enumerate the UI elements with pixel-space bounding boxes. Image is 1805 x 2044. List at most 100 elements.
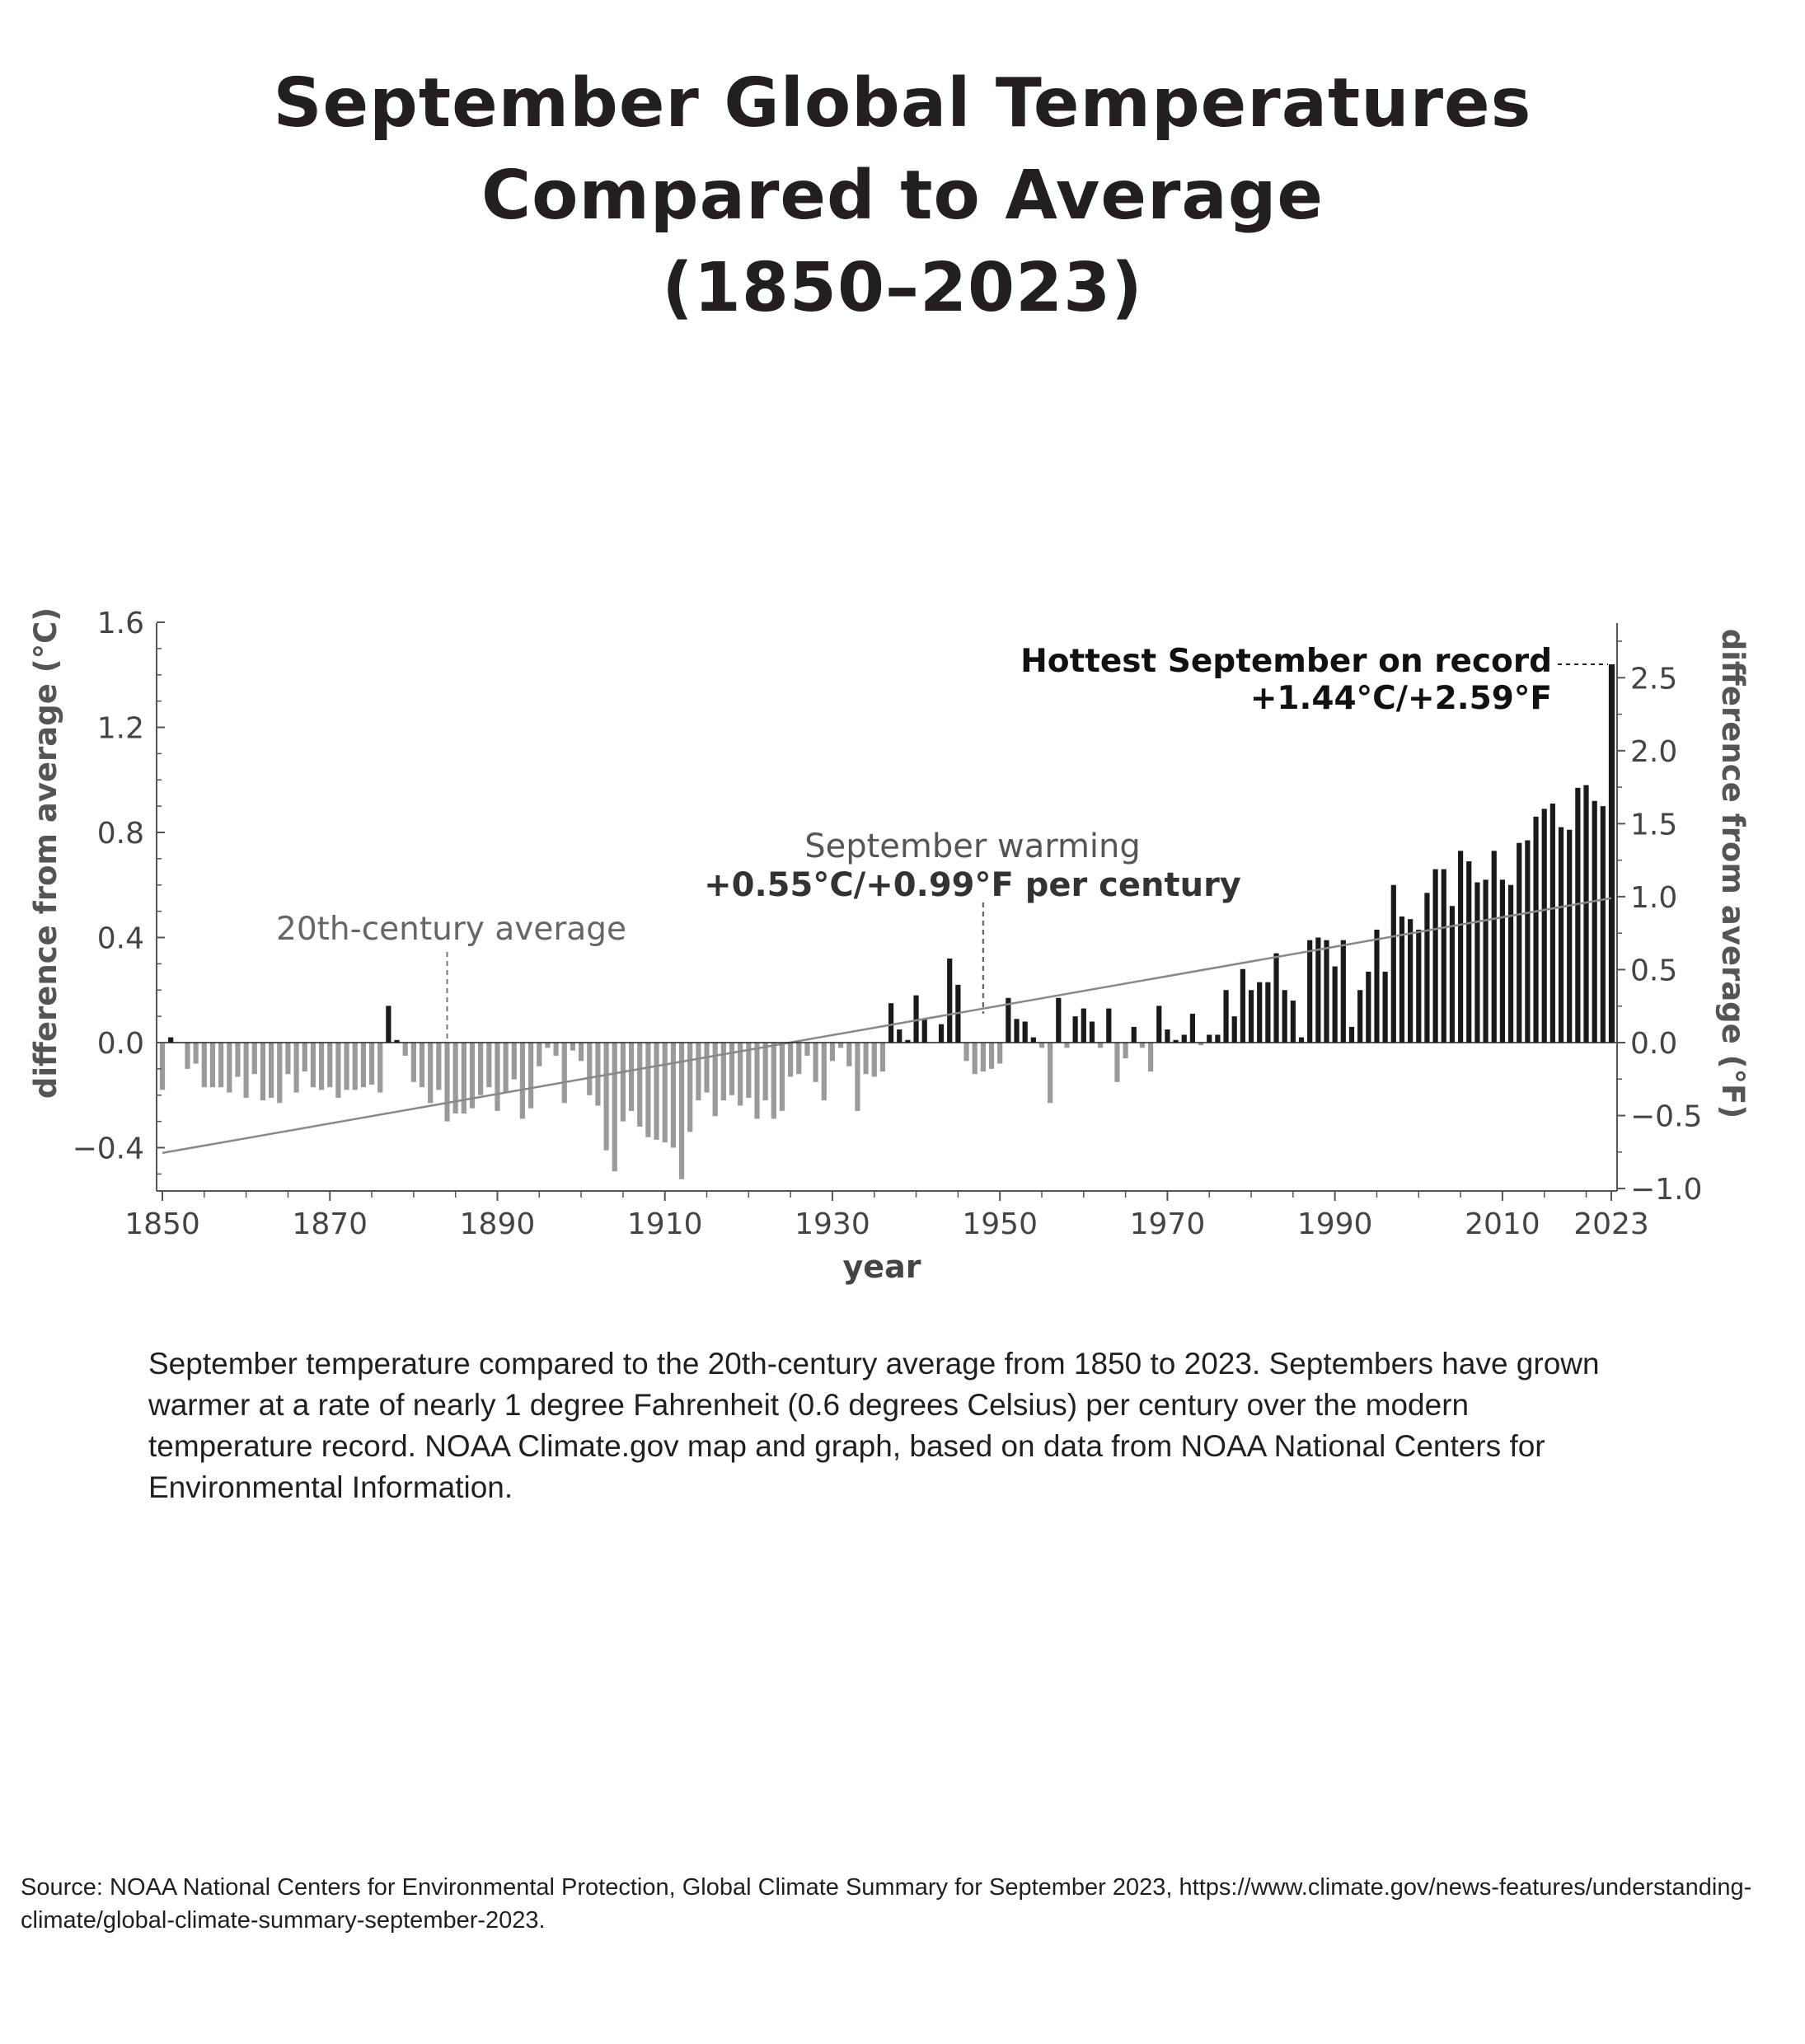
bar-1946 [963,1043,969,1062]
bar-2006 [1466,861,1472,1043]
bar-1970 [1165,1029,1170,1043]
bar-1991 [1340,940,1346,1043]
bar-1952 [1014,1019,1020,1043]
bar-2011 [1507,884,1514,1043]
bar-1939 [905,1039,911,1043]
bar-1863 [269,1043,274,1098]
bar-1981 [1257,982,1263,1043]
bar-1885 [452,1043,458,1114]
bar-2014 [1533,816,1539,1043]
bar-1851 [168,1037,174,1043]
y-tick-label-left: 1.6 [97,607,144,640]
y-tick-label-left: 0.4 [97,922,144,956]
record-label-line2: +1.44°C/+2.59°F [1250,680,1552,717]
bar-1983 [1273,953,1279,1043]
bar-1864 [277,1043,283,1104]
bar-1962 [1098,1043,1104,1048]
bar-1994 [1366,971,1371,1043]
bar-1971 [1173,1039,1179,1043]
bar-2000 [1416,929,1422,1043]
bar-2001 [1424,893,1430,1043]
record-label-line1: Hottest September on record [1020,643,1552,680]
bar-1856 [209,1043,216,1088]
x-tick-label: 1950 [962,1207,1038,1241]
bar-1956 [1048,1043,1053,1104]
bars-group [159,664,1615,1179]
bar-2020 [1583,785,1589,1043]
average-label: 20th-century average [276,911,626,948]
axes-group: −0.4 0.0 0.4 0.8 1.2 1.6 −1.0 −0.5 0.0 0.5 1.0 1.5 2… [73,607,1703,1241]
bar-1871 [335,1043,341,1098]
bar-2004 [1449,906,1456,1043]
bar-1912 [678,1043,685,1179]
bar-1944 [947,959,953,1043]
bar-1999 [1408,919,1414,1043]
bar-1920 [746,1043,752,1098]
bar-1960 [1081,1008,1086,1043]
bar-1941 [921,1019,927,1043]
bar-1993 [1357,990,1363,1043]
trend-line [162,897,1612,1155]
y-axis-label-right: difference from average (°F) [1715,629,1751,1118]
bar-1908 [645,1043,651,1137]
y-tick-label-right: 1.5 [1630,808,1677,842]
bar-1980 [1248,990,1254,1043]
bar-2002 [1432,869,1438,1043]
bar-1968 [1147,1043,1154,1072]
bar-1998 [1399,917,1405,1043]
bar-1883 [436,1043,442,1090]
bar-1874 [360,1043,366,1088]
bar-2003 [1441,869,1446,1043]
bar-1910 [662,1043,668,1143]
x-tick-label: 1890 [460,1207,536,1241]
bar-1990 [1332,966,1338,1043]
bar-1879 [402,1043,408,1056]
bar-1947 [972,1043,978,1075]
bar-1926 [796,1043,802,1075]
bar-2012 [1517,842,1522,1043]
bar-1955 [1038,1043,1045,1048]
bar-1923 [771,1043,776,1119]
bar-2016 [1549,803,1555,1043]
y-tick-label-right: −0.5 [1630,1100,1702,1134]
bar-1974 [1198,1043,1204,1046]
bar-1867 [302,1043,307,1072]
bar-1886 [461,1043,466,1114]
bar-1902 [595,1043,601,1106]
bar-1984 [1282,990,1287,1043]
bar-1965 [1123,1043,1128,1059]
bar-2005 [1457,851,1464,1043]
source-note: Source: NOAA National Centers for Enviro… [21,1874,1752,1934]
bar-1891 [503,1043,509,1093]
bar-1901 [587,1043,593,1095]
bar-1978 [1231,1016,1237,1043]
bar-2009 [1491,851,1497,1043]
bar-1868 [310,1043,316,1088]
bar-1862 [260,1043,266,1101]
bar-2013 [1525,840,1531,1043]
bar-1976 [1215,1034,1221,1043]
bar-1898 [561,1043,567,1104]
bar-2010 [1499,879,1505,1043]
bar-1963 [1106,1008,1112,1043]
x-tick-label: 1990 [1297,1207,1373,1241]
title-line-1: September Global Temperatures [273,64,1532,143]
bar-1850 [159,1043,166,1090]
bar-1948 [980,1043,986,1072]
y-tick-label-left: 1.2 [97,712,144,746]
bar-1929 [821,1043,827,1101]
bar-1914 [696,1043,701,1101]
warming-label-line2: +0.55°C/+0.99°F per century [704,866,1241,904]
bar-1893 [519,1043,526,1119]
bar-1964 [1114,1043,1120,1082]
bar-1904 [612,1043,617,1172]
bar-1877 [386,1006,391,1043]
bar-1919 [738,1043,743,1106]
bar-1933 [855,1043,860,1111]
bar-1977 [1223,990,1229,1043]
bar-1907 [637,1043,643,1127]
bar-1876 [377,1043,383,1093]
bar-1870 [327,1043,333,1088]
bar-1887 [469,1043,476,1109]
bar-1853 [185,1043,190,1069]
